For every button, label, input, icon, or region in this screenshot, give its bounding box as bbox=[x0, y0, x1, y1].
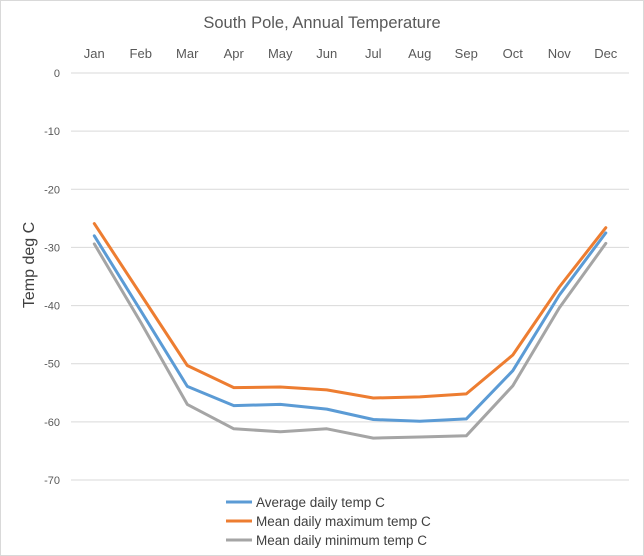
x-tick-label: Dec bbox=[594, 46, 618, 61]
y-tick-label: -70 bbox=[44, 475, 60, 487]
legend: Average daily temp C Mean daily maximum … bbox=[226, 495, 431, 548]
series-lines bbox=[92, 222, 608, 440]
x-tick-label: Sep bbox=[455, 46, 478, 61]
legend-item-maximum[interactable]: Mean daily maximum temp C bbox=[226, 514, 431, 529]
y-tick-label: -10 bbox=[44, 126, 60, 138]
x-tick-label: May bbox=[268, 46, 293, 61]
legend-label-maximum: Mean daily maximum temp C bbox=[256, 514, 431, 529]
legend-label-average: Average daily temp C bbox=[256, 495, 385, 510]
y-axis-label: Temp deg C bbox=[21, 222, 38, 308]
x-tick-label: Jan bbox=[84, 46, 105, 61]
legend-item-minimum[interactable]: Mean daily minimum temp C bbox=[226, 533, 427, 548]
series-line-1[interactable] bbox=[92, 222, 608, 400]
chart-title: South Pole, Annual Temperature bbox=[203, 14, 440, 32]
y-axis-ticks: 0 -10 -20 -30 -40 -50 -60 -70 bbox=[44, 68, 60, 487]
series-line-2[interactable] bbox=[92, 241, 608, 440]
series-line-0[interactable] bbox=[92, 231, 608, 423]
y-tick-label: 0 bbox=[54, 68, 60, 80]
gridlines bbox=[71, 72, 629, 481]
x-tick-label: Aug bbox=[408, 46, 431, 61]
x-tick-label: Feb bbox=[130, 46, 152, 61]
x-tick-label: Jul bbox=[365, 46, 382, 61]
x-tick-label: Mar bbox=[176, 46, 199, 61]
y-tick-label: -30 bbox=[44, 242, 60, 254]
y-tick-label: -20 bbox=[44, 184, 60, 196]
legend-item-average[interactable]: Average daily temp C bbox=[226, 495, 385, 510]
y-tick-label: -50 bbox=[44, 359, 60, 371]
x-tick-label: Apr bbox=[224, 46, 245, 61]
x-tick-label: Nov bbox=[548, 46, 572, 61]
legend-label-minimum: Mean daily minimum temp C bbox=[256, 533, 427, 548]
x-tick-label: Oct bbox=[503, 46, 524, 61]
x-tick-label: Jun bbox=[316, 46, 337, 61]
x-axis-ticks: Jan Feb Mar Apr May Jun Jul Aug Sep Oct Nov Dec bbox=[84, 46, 618, 61]
y-tick-label: -60 bbox=[44, 417, 60, 429]
y-tick-label: -40 bbox=[44, 301, 60, 313]
